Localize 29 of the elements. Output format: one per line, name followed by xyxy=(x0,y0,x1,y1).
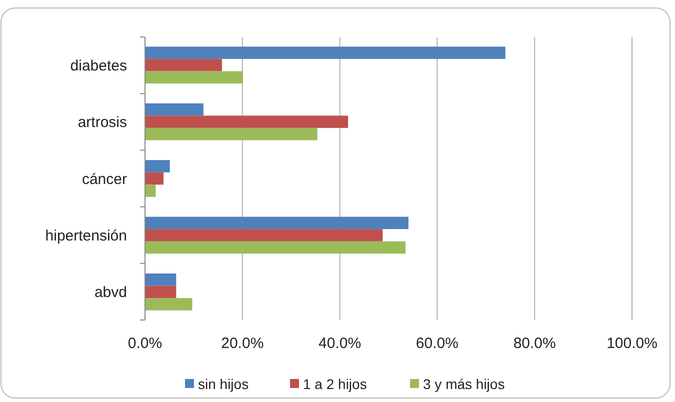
bar xyxy=(145,46,506,59)
x-tick-label: 40.0% xyxy=(318,335,362,352)
x-tick-label: 0.0% xyxy=(128,335,162,352)
legend-label: sin hijos xyxy=(198,376,249,392)
bar xyxy=(145,298,192,310)
bar xyxy=(145,229,383,242)
x-tick-label: 60.0% xyxy=(416,335,458,352)
bar xyxy=(145,184,156,197)
y-tick-label: diabetes xyxy=(70,57,127,74)
bar xyxy=(145,103,204,116)
bar xyxy=(145,71,243,84)
x-tick-label: 100.0% xyxy=(606,335,658,352)
legend-label: 1 a 2 hijos xyxy=(303,376,367,392)
bar xyxy=(145,273,176,286)
bar xyxy=(145,172,164,185)
y-tick-label: artrosis xyxy=(78,114,127,132)
y-tick-label: hipertensión xyxy=(45,227,127,244)
bar xyxy=(145,241,406,254)
x-tick-label: 20.0% xyxy=(221,335,264,352)
bar xyxy=(145,116,348,128)
bar xyxy=(145,58,222,72)
y-tick-label: cáncer xyxy=(82,170,127,188)
x-tick-label: 80.0% xyxy=(513,335,556,352)
legend-label: 3 y más hijos xyxy=(423,376,505,392)
bar xyxy=(145,216,408,230)
y-tick-label: abvd xyxy=(94,284,127,302)
bar xyxy=(145,128,318,140)
bar xyxy=(145,160,170,172)
bar xyxy=(145,286,176,298)
